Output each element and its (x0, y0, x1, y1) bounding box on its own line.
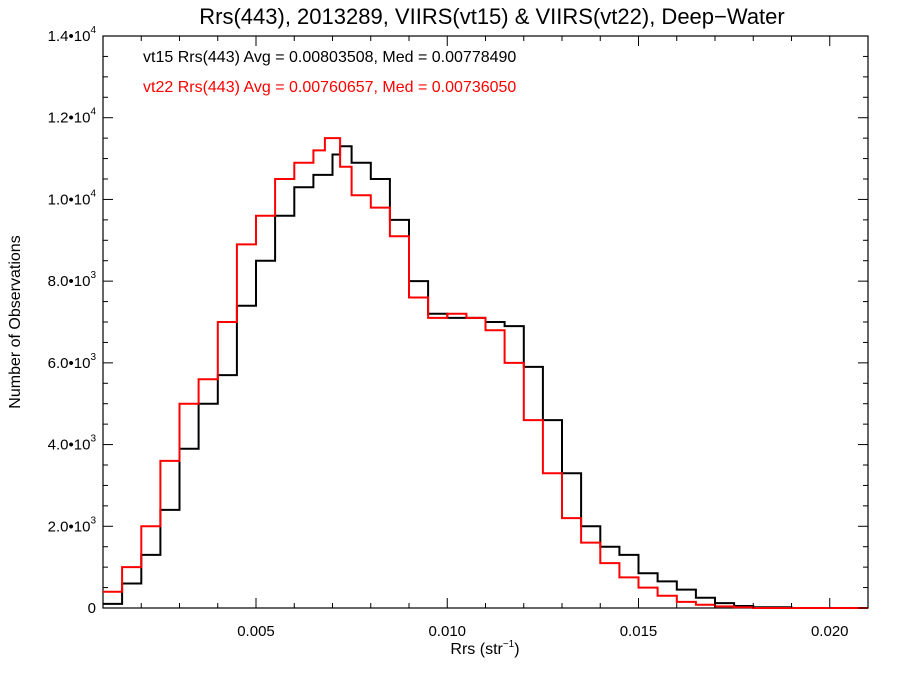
y-ticks: 0 2.0•103 4.0•103 6.0•103 8.0•103 1.0•104 1.2•… (48, 25, 868, 617)
y-tick-label: 2.0•103 (48, 515, 97, 535)
x-tick-label: 0.010 (428, 623, 466, 640)
x-axis-label-close: ) (514, 641, 519, 658)
plot-area: 0.005 0.010 0.015 0.020 0 2.0•103 4.0•103 6.0•… (48, 25, 869, 640)
y-axis-label: Number of Observations (7, 235, 24, 408)
y-tick-label: 1.2•104 (48, 107, 97, 127)
y-tick-label: 1.0•104 (48, 188, 97, 208)
x-tick-label: 0.005 (237, 623, 275, 640)
y-tick-label: 6.0•103 (48, 352, 97, 372)
series-line-1 (103, 137, 868, 609)
annotation-vt22: vt22 Rrs(443) Avg = 0.00760657, Med = 0.… (143, 79, 516, 96)
x-ticks: 0.005 0.010 0.015 0.020 (102, 36, 869, 640)
y-tick-label: 0 (88, 600, 96, 617)
series-line-0 (103, 145, 868, 609)
x-tick-label: 0.015 (620, 623, 658, 640)
y-tick-label: 8.0•103 (48, 270, 97, 290)
x-axis-label-exponent: −1 (503, 639, 515, 650)
series-layer (103, 137, 868, 609)
annotation-vt15: vt15 Rrs(443) Avg = 0.00803508, Med = 0.… (143, 49, 516, 66)
x-axis-label-text: Rrs (str (450, 641, 503, 658)
x-tick-label: 0.020 (811, 623, 849, 640)
y-tick-label: 1.4•104 (48, 25, 97, 45)
chart-title: Rrs(443), 2013289, VIIRS(vt15) & VIIRS(v… (199, 4, 784, 29)
y-tick-label: 4.0•103 (48, 434, 97, 454)
x-axis-label: Rrs (str−1) (450, 639, 519, 658)
